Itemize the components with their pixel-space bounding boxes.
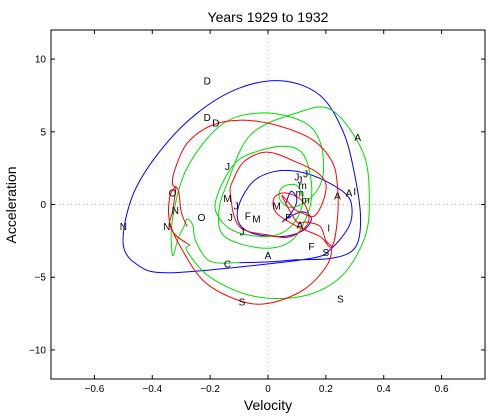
point-label: A: [296, 220, 303, 231]
axis-ticks: −0.6 −0.4 −0.2 0 0.2 0.4 0.6 10 5 0 −5 −10: [29, 30, 485, 395]
y-tick-label: 0: [40, 200, 46, 211]
point-label: F: [308, 242, 314, 253]
x-tick-label: −0.2: [200, 384, 220, 395]
point-label: J: [297, 175, 302, 186]
y-axis-label: Acceleration: [3, 166, 19, 243]
point-label: N: [172, 206, 179, 217]
point-label: F: [245, 212, 251, 223]
x-tick-label: −0.4: [142, 384, 162, 395]
chart-title: Years 1929 to 1932: [208, 9, 329, 25]
zero-lines: [51, 30, 485, 379]
point-label: A: [354, 133, 361, 144]
x-tick-label: 0.6: [435, 384, 449, 395]
point-label: I: [327, 223, 330, 234]
point-label: A: [346, 188, 353, 199]
point-label: J: [303, 169, 308, 180]
point-label: A: [334, 191, 341, 202]
x-tick-label: 0.4: [377, 384, 391, 395]
point-label: D: [204, 76, 211, 87]
point-label: F: [285, 213, 291, 224]
point-label: D: [212, 119, 219, 130]
series-group: [122, 80, 370, 305]
x-tick-label: 0: [265, 384, 271, 395]
point-label: m: [301, 196, 309, 207]
point-label: N: [120, 222, 127, 233]
point-label: J: [294, 172, 299, 183]
point-label: N: [163, 222, 170, 233]
point-label: M: [252, 215, 260, 226]
point-label: M: [273, 201, 281, 212]
y-tick-label: −10: [29, 345, 46, 356]
point-label: m: [296, 188, 304, 199]
point-label: J: [234, 201, 239, 212]
x-tick-label: 0.2: [319, 384, 333, 395]
x-axis-label: Velocity: [244, 397, 292, 413]
point-label: S: [337, 295, 344, 306]
point-label: A: [265, 251, 272, 262]
point-label: J: [228, 213, 233, 224]
point-label: J: [239, 228, 244, 239]
y-tick-label: −5: [35, 273, 47, 284]
point-label: S: [323, 248, 330, 259]
point-label: O: [198, 213, 206, 224]
x-tick-label: −0.6: [85, 384, 105, 395]
series-line-3: [168, 119, 339, 305]
point-label: I: [353, 187, 356, 198]
point-label: S: [239, 297, 246, 308]
series-line-2: [170, 106, 370, 299]
point-label: C: [224, 260, 231, 271]
y-tick-label: 10: [35, 55, 47, 66]
point-label: J: [225, 162, 230, 173]
y-tick-label: 5: [40, 127, 46, 138]
point-label: D: [204, 113, 211, 124]
point-label: m: [299, 181, 307, 192]
point-label: O: [169, 188, 177, 199]
point-label: M: [223, 194, 231, 205]
